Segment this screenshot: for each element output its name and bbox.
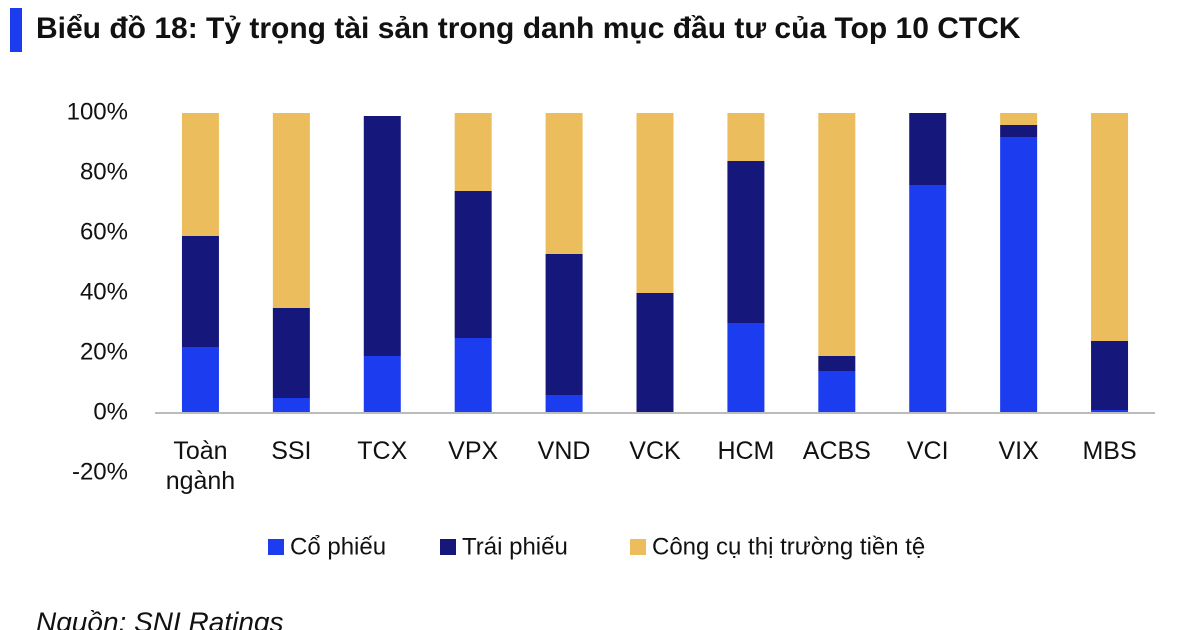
y-tick-label: 100%	[67, 98, 128, 125]
bar-segment	[454, 338, 492, 413]
bar-segment	[818, 113, 856, 356]
chart-title: Biểu đồ 18: Tỷ trọng tài sản trong danh …	[36, 12, 1021, 45]
bar-segment	[636, 113, 674, 293]
legend-swatch	[268, 539, 284, 555]
bar-segment	[545, 395, 583, 413]
x-tick-label: TCX	[357, 437, 408, 465]
x-tick-label: HCM	[717, 437, 775, 465]
bar-segment	[909, 185, 947, 413]
bar-segment	[181, 236, 219, 347]
legend-swatch	[440, 539, 456, 555]
x-tick-label: Toàn ngành	[165, 437, 236, 495]
bar-segment	[1000, 113, 1038, 125]
legend-label: Cổ phiếu	[290, 533, 386, 560]
bar-segment	[636, 293, 674, 413]
bar-segment	[363, 116, 401, 356]
y-tick-label: 0%	[93, 398, 128, 425]
bar-segment	[727, 113, 765, 161]
bar-segment	[363, 356, 401, 413]
legend-label: Trái phiếu	[462, 533, 568, 560]
legend-label: Công cụ thị trường tiền tệ	[652, 533, 925, 560]
bar-segment	[727, 161, 765, 323]
bar-segment	[818, 371, 856, 413]
bar-segment	[545, 113, 583, 254]
title-accent	[10, 8, 22, 52]
x-tick-label: VCK	[629, 437, 681, 465]
bar-segment	[272, 308, 310, 398]
bar-segment	[1091, 341, 1129, 410]
bar-segment	[1000, 125, 1038, 137]
source: Nguồn: SNI Ratings	[36, 606, 283, 630]
bar-segment	[454, 191, 492, 338]
bar-segment	[272, 398, 310, 413]
x-tick-label: VND	[537, 437, 591, 465]
bar-segment	[181, 113, 219, 236]
bar-segment	[727, 323, 765, 413]
bar-segment	[1000, 137, 1038, 413]
bar-segment	[545, 254, 583, 395]
bar-segment	[272, 113, 310, 308]
y-tick-label: 80%	[80, 158, 128, 185]
bar-segment	[1091, 410, 1129, 413]
x-tick-label: ACBS	[802, 437, 871, 465]
bar-segment	[818, 356, 856, 371]
x-tick-label: SSI	[271, 437, 312, 465]
bar-segment	[454, 113, 492, 191]
bar-segment	[909, 113, 947, 185]
y-tick-label: -20%	[72, 458, 128, 485]
x-tick-label: MBS	[1082, 437, 1137, 465]
legend-swatch	[630, 539, 646, 555]
bar-segment	[181, 347, 219, 413]
y-tick-label: 60%	[80, 218, 128, 245]
x-tick-label: VCI	[906, 437, 949, 465]
y-tick-label: 40%	[80, 278, 128, 305]
bar-segment	[1091, 113, 1129, 341]
x-tick-label: VIX	[998, 437, 1039, 465]
x-tick-label: VPX	[448, 437, 499, 465]
y-tick-label: 20%	[80, 338, 128, 365]
